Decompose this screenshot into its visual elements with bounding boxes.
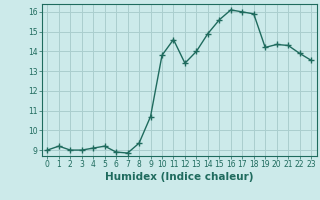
X-axis label: Humidex (Indice chaleur): Humidex (Indice chaleur) [105,172,253,182]
